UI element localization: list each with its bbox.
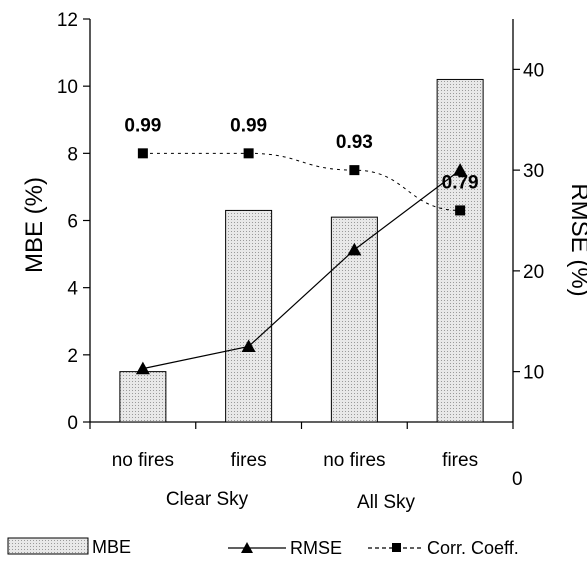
right-tick-label: 40 <box>523 60 544 81</box>
rmse-marker <box>241 339 256 353</box>
left-tick-label: 4 <box>67 279 78 300</box>
corr-coeff-label: 0.99 <box>230 115 267 136</box>
legend-swatch-mbe <box>7 537 89 555</box>
mbe-bar <box>225 209 273 423</box>
corr-coeff-label: 0.93 <box>336 132 373 153</box>
legend-label-mbe: MBE <box>92 537 131 557</box>
right-axis-title: RMSE (%) <box>566 183 587 296</box>
category-labels: no fires fires no fires fires <box>112 450 478 471</box>
left-tick-label: 0 <box>67 413 78 434</box>
right-axis-extra-label: 0 <box>512 469 523 490</box>
legend: MBE RMSE Corr. Coeff. <box>7 537 519 558</box>
left-tick-label: 6 <box>67 212 78 233</box>
left-axis-title: MBE (%) <box>21 177 48 273</box>
legend-label-corr: Corr. Coeff. <box>427 538 519 558</box>
legend-label-rmse: RMSE <box>290 538 342 558</box>
rmse-series <box>135 163 468 375</box>
category-label: fires <box>231 450 267 471</box>
corr-coeff-label: 0.99 <box>124 115 161 136</box>
legend-marker-rmse <box>241 542 253 553</box>
bars <box>119 78 484 423</box>
group-label-clear-sky: Clear Sky <box>166 489 249 510</box>
category-label: no fires <box>323 450 385 471</box>
mbe-bar <box>436 78 484 423</box>
rmse-marker <box>347 242 362 256</box>
left-tick-label: 10 <box>57 77 78 98</box>
rmse-marker <box>453 163 468 176</box>
corr-coeff-series: 0.99 0.990.930.79 <box>124 115 479 216</box>
right-tick-label: 30 <box>523 161 544 182</box>
right-tick-label: 20 <box>523 262 544 283</box>
corr-coeff-marker <box>243 148 254 159</box>
group-label-all-sky: All Sky <box>357 492 416 513</box>
category-label: no fires <box>112 450 174 471</box>
corr-coeff-marker <box>455 205 466 216</box>
legend-marker-corr <box>392 543 401 552</box>
left-tick-label: 8 <box>67 144 78 165</box>
right-axis-ticks: 10 20 30 40 <box>513 60 544 384</box>
mbe-bar <box>119 371 167 423</box>
left-tick-label: 12 <box>57 10 78 31</box>
category-label: fires <box>442 450 478 471</box>
corr-coeff-line <box>142 152 461 211</box>
rmse-line <box>142 169 461 370</box>
corr-coeff-marker <box>349 165 360 176</box>
corr-coeff-marker <box>137 148 148 159</box>
rmse-marker <box>135 361 150 375</box>
right-tick-label: 10 <box>523 363 544 384</box>
left-axis-ticks: 0 2 4 6 8 10 12 <box>57 10 90 434</box>
left-tick-label: 2 <box>67 346 78 367</box>
